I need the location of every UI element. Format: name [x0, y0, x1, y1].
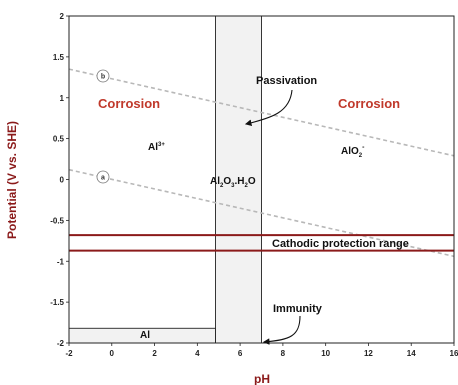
line-b-marker [96, 69, 110, 83]
x-tick-label: 12 [364, 349, 373, 358]
x-tick-label: 10 [321, 349, 330, 358]
y-tick-label: 0.5 [53, 135, 65, 144]
al3-ion-label: Al3+ [148, 142, 165, 153]
water-line-a [68, 168, 455, 258]
y-axis-title: Potential (V vs. SHE) [5, 121, 19, 239]
y-tick-label: -2 [57, 339, 65, 348]
corrosion-left-label: Corrosion [98, 96, 160, 111]
y-tick-label: -1.5 [50, 298, 64, 307]
x-axis-title: pH [254, 372, 270, 385]
x-tick-label: 6 [238, 349, 243, 358]
immunity-label: Immunity [273, 303, 323, 315]
y-tick-label: 2 [60, 12, 65, 21]
immunity-arrow [262, 315, 301, 345]
line-a-marker-letter: a [101, 175, 105, 182]
cathodic-protection-label: Cathodic protection range [272, 238, 409, 250]
water-line-b [68, 68, 455, 157]
y-tick-label: 1 [60, 94, 65, 103]
x-tick-label: 2 [152, 349, 157, 358]
x-tick-label: 14 [407, 349, 416, 358]
y-tick-label: 1.5 [53, 53, 65, 62]
passivation-label: Passivation [256, 75, 317, 87]
x-tick-label: 8 [281, 349, 286, 358]
al-metal-label: Al [140, 330, 150, 341]
y-tick-label: -0.5 [50, 216, 64, 225]
y-tick-label: -1 [57, 257, 65, 266]
y-tick-label: 0 [60, 176, 65, 185]
x-tick-label: 4 [195, 349, 200, 358]
x-tick-label: 16 [450, 349, 458, 358]
line-b-marker-letter: b [101, 74, 105, 81]
corrosion-right-label: Corrosion [338, 96, 400, 111]
alo2-ion-label: AlO2- [341, 144, 365, 159]
line-a-marker [96, 170, 110, 184]
x-tick-label: -2 [65, 349, 73, 358]
passivation-arrow [244, 89, 293, 126]
x-tick-label: 0 [110, 349, 115, 358]
oxide-label: Al2O3.H2O [210, 176, 256, 189]
passivation-region [215, 15, 262, 344]
